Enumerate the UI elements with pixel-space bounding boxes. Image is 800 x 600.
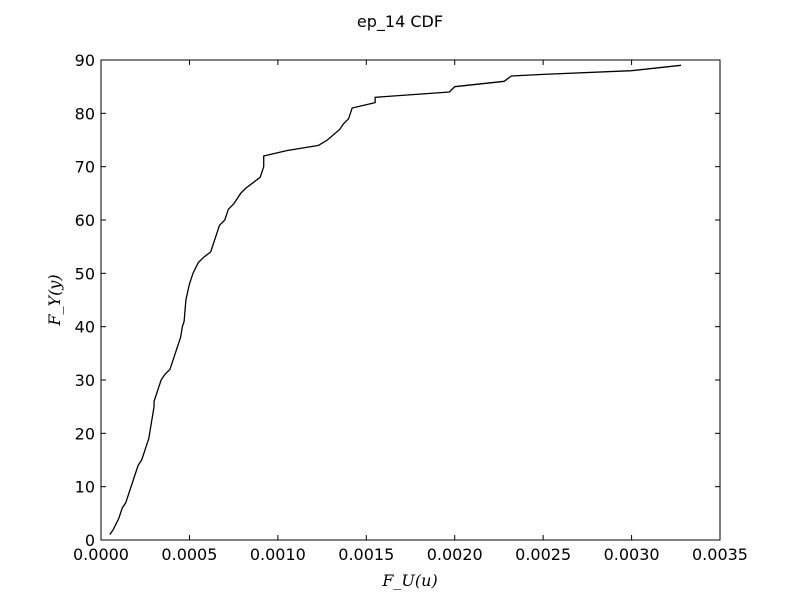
tick-group [100, 59, 721, 541]
y-tick-label: 10 [75, 478, 95, 497]
x-tick-label: 0.0020 [427, 545, 483, 564]
y-tick-label: 0 [85, 531, 95, 550]
x-tick-label: 0.0035 [692, 545, 748, 564]
y-axis-label: F_Y(y) [45, 274, 64, 326]
x-tick-label: 0.0000 [73, 545, 129, 564]
y-tick-label: 90 [75, 51, 95, 70]
x-tick-label: 0.0005 [161, 545, 217, 564]
chart-title: ep_14 CDF [357, 12, 443, 32]
y-tick-label: 40 [75, 318, 95, 337]
y-tick-label: 60 [75, 211, 95, 230]
y-tick-label: 70 [75, 158, 95, 177]
y-tick-label: 30 [75, 371, 95, 390]
x-tick-label: 0.0030 [604, 545, 660, 564]
y-tick-label: 80 [75, 104, 95, 123]
y-tick-label: 50 [75, 264, 95, 283]
x-tick-label: 0.0010 [250, 545, 306, 564]
x-tick-label: 0.0025 [515, 545, 571, 564]
cdf-series-line [109, 64, 682, 536]
tick-label-group: 0.0000 0.0005 0.0010 0.0015 0.0020 0.0025 0.00… [73, 51, 748, 564]
plot-frame [100, 59, 721, 541]
x-axis-label: F_U(u) [381, 571, 437, 590]
y-tick-label: 20 [75, 424, 95, 443]
x-tick-label: 0.0015 [338, 545, 394, 564]
